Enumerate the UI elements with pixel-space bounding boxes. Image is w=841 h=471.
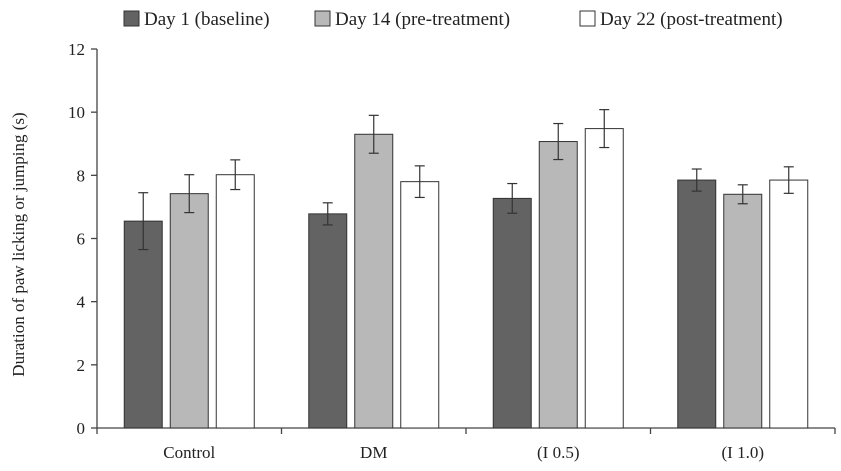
x-axis: Control DM (I 0.5) (I 1.0) [96, 427, 836, 462]
bar [123, 220, 163, 429]
y-tick-label: 6 [77, 230, 86, 249]
bar [215, 174, 255, 429]
bar [769, 179, 809, 429]
y-axis: 0 2 4 6 8 10 12 [68, 40, 98, 438]
bars [123, 109, 809, 429]
x-tick-label: Control [163, 443, 215, 462]
bar [492, 197, 532, 429]
x-tick-label: DM [360, 443, 387, 462]
legend-label: Day 22 (post-treatment) [600, 9, 783, 30]
bar [677, 179, 717, 429]
y-axis-title: Duration of paw licking or jumping (s) [9, 112, 28, 376]
legend-label: Day 1 (baseline) [144, 9, 270, 30]
x-tick-label: (I 1.0) [722, 443, 764, 462]
legend-swatch [579, 10, 596, 27]
legend-label: Day 14 (pre-treatment) [335, 9, 510, 30]
bar [584, 128, 624, 429]
bar [400, 181, 440, 429]
legend-swatch [123, 10, 140, 27]
bar [538, 141, 578, 429]
y-tick-label: 10 [68, 103, 85, 122]
bar [308, 213, 348, 429]
legend-swatch [314, 10, 331, 27]
y-tick-label: 0 [77, 419, 86, 438]
y-tick-label: 4 [77, 293, 86, 312]
y-tick-label: 8 [77, 166, 86, 185]
y-tick-label: 2 [77, 356, 86, 375]
bar [354, 133, 394, 429]
legend: Day 1 (baseline) Day 14 (pre-treatment) Da… [123, 9, 783, 30]
x-tick-label: (I 0.5) [537, 443, 579, 462]
y-tick-label: 12 [68, 40, 85, 59]
bar [169, 193, 209, 429]
bar [723, 193, 763, 429]
